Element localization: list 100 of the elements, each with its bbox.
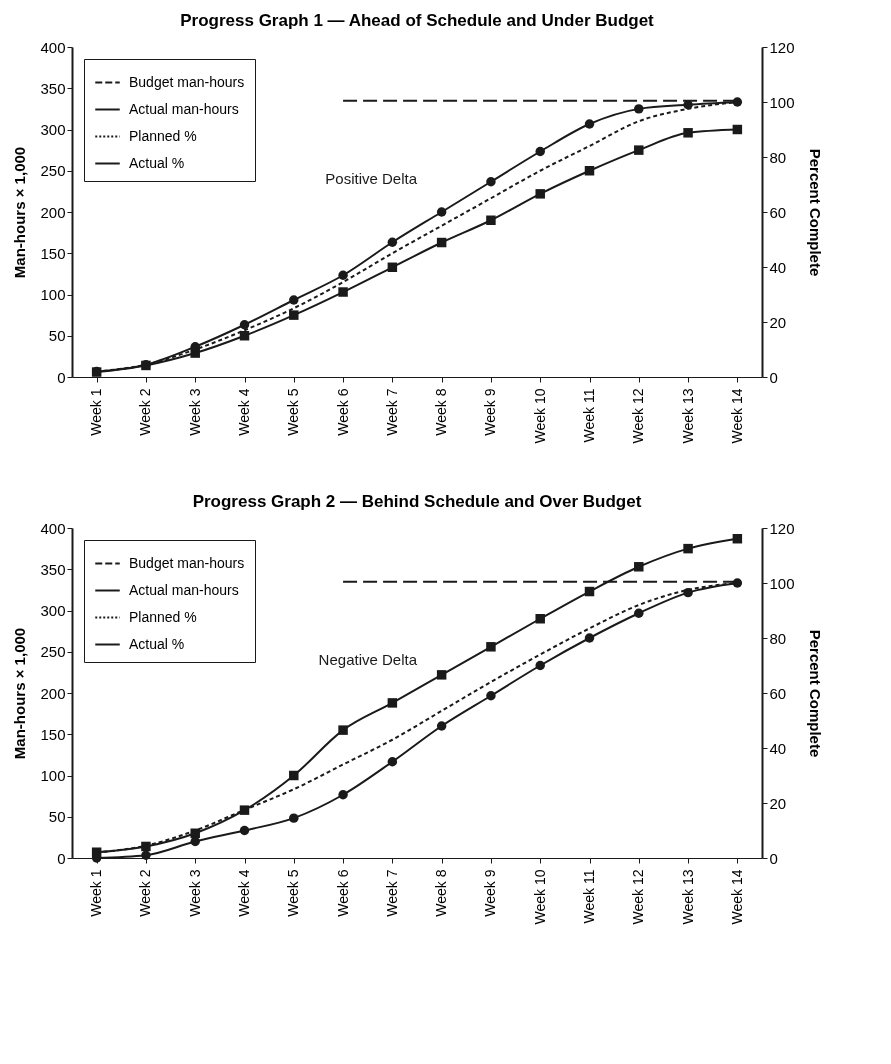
x-tick-label: Week 3 — [186, 869, 203, 917]
point — [486, 691, 496, 701]
point — [289, 770, 299, 781]
y-tick-label: 0 — [57, 368, 66, 386]
x-tick-label: Week 12 — [630, 869, 647, 925]
y-tick-label: 250 — [40, 643, 66, 661]
point — [584, 586, 595, 597]
point — [535, 660, 545, 671]
x-tick-label: Week 7 — [383, 869, 400, 917]
x-tick-label: Week 13 — [679, 869, 696, 925]
point — [535, 189, 545, 199]
point — [239, 825, 250, 836]
point — [387, 698, 398, 708]
point — [634, 608, 644, 618]
x-tick-label: Week 7 — [383, 388, 400, 436]
x-tick-label: Week 11 — [581, 869, 597, 924]
legend-label: Planned % — [129, 127, 197, 144]
point — [486, 215, 496, 225]
point — [683, 128, 693, 138]
point — [683, 587, 693, 598]
x-tick-label: Week 2 — [137, 388, 154, 436]
y-tick-label: 300 — [40, 121, 66, 138]
y-tick-label: 400 — [40, 519, 66, 537]
y2-tick-label: 60 — [769, 203, 787, 221]
point — [436, 721, 447, 731]
x-tick-label: Week 11 — [581, 388, 597, 443]
y2-tick-label: 20 — [769, 313, 787, 331]
y2-tick-label: 40 — [769, 739, 787, 757]
point — [239, 320, 250, 330]
point — [683, 543, 693, 554]
legend-label: Actual % — [129, 154, 185, 171]
y-tick-label: 350 — [40, 560, 66, 578]
x-tick-label: Week 1 — [88, 388, 105, 436]
legend-label: Budget man-hours — [129, 554, 245, 571]
point — [387, 237, 398, 247]
y-tick-label: 100 — [40, 286, 66, 303]
y-tick-label: 50 — [48, 327, 66, 345]
point — [338, 270, 348, 280]
legend-label: Budget man-hours — [129, 73, 245, 90]
y2-tick-label: 100 — [769, 574, 795, 592]
x-tick-label: Week 10 — [531, 388, 548, 444]
y-tick-label: 300 — [40, 602, 66, 619]
point — [634, 145, 644, 155]
x-tick-label: Week 3 — [186, 388, 203, 436]
x-tick-label: Week 2 — [137, 869, 154, 917]
point — [535, 146, 545, 157]
x-tick-label: Week 8 — [433, 869, 450, 917]
y-tick-label: 200 — [40, 684, 66, 702]
x-tick-label: Week 13 — [679, 388, 696, 444]
y2-tick-label: 120 — [769, 38, 795, 56]
y-axis-title: Man-hours × 1,000 — [11, 146, 29, 279]
y2-tick-label: 40 — [769, 258, 787, 276]
point — [436, 207, 447, 217]
y-tick-label: 150 — [40, 244, 66, 262]
x-tick-label: Week 10 — [531, 869, 548, 925]
point — [436, 237, 447, 248]
y2-axis-title: Percent Complete — [806, 148, 824, 277]
y-tick-label: 250 — [40, 162, 66, 180]
x-tick-label: Week 1 — [88, 869, 105, 917]
legend-label: Planned % — [129, 608, 197, 625]
point — [289, 295, 299, 305]
point — [141, 850, 151, 860]
y-tick-label: 50 — [48, 808, 66, 826]
x-tick-label: Week 4 — [236, 388, 252, 436]
point — [634, 104, 644, 114]
x-tick-label: Week 4 — [236, 869, 252, 917]
point — [387, 757, 398, 767]
x-tick-label: Week 9 — [482, 388, 499, 436]
y2-tick-label: 80 — [769, 148, 787, 166]
point — [338, 725, 348, 735]
y-tick-label: 0 — [57, 849, 66, 867]
point — [535, 614, 545, 624]
y2-tick-label: 20 — [769, 794, 787, 812]
y2-tick-label: 0 — [769, 849, 778, 867]
legend-label: Actual % — [129, 635, 185, 652]
point — [289, 813, 299, 823]
x-tick-label: Week 9 — [482, 869, 499, 917]
point — [436, 670, 447, 680]
point — [486, 642, 496, 652]
point — [584, 633, 595, 643]
y-tick-label: 400 — [40, 38, 66, 56]
y2-tick-label: 60 — [769, 684, 787, 702]
legend-label: Actual man-hours — [129, 581, 239, 598]
chart-title: Progress Graph 1 — Ahead of Schedule and Under Budget — [180, 11, 655, 30]
annotation: Positive Delta — [325, 170, 418, 187]
point — [634, 562, 644, 572]
point — [732, 97, 743, 107]
chart-title: Progress Graph 2 — Behind Schedule and Over Budget — [192, 492, 642, 511]
y2-tick-label: 0 — [769, 368, 778, 386]
x-tick-label: Week 5 — [285, 869, 302, 917]
x-tick-label: Week 14 — [728, 388, 745, 444]
point — [338, 790, 348, 800]
y-axis-title: Man-hours × 1,000 — [11, 627, 29, 760]
point — [732, 124, 743, 135]
point — [387, 262, 398, 273]
y-tick-label: 100 — [40, 767, 66, 784]
point — [584, 119, 595, 129]
point — [732, 578, 743, 588]
point — [486, 177, 496, 187]
x-tick-label: Week 6 — [334, 388, 351, 436]
